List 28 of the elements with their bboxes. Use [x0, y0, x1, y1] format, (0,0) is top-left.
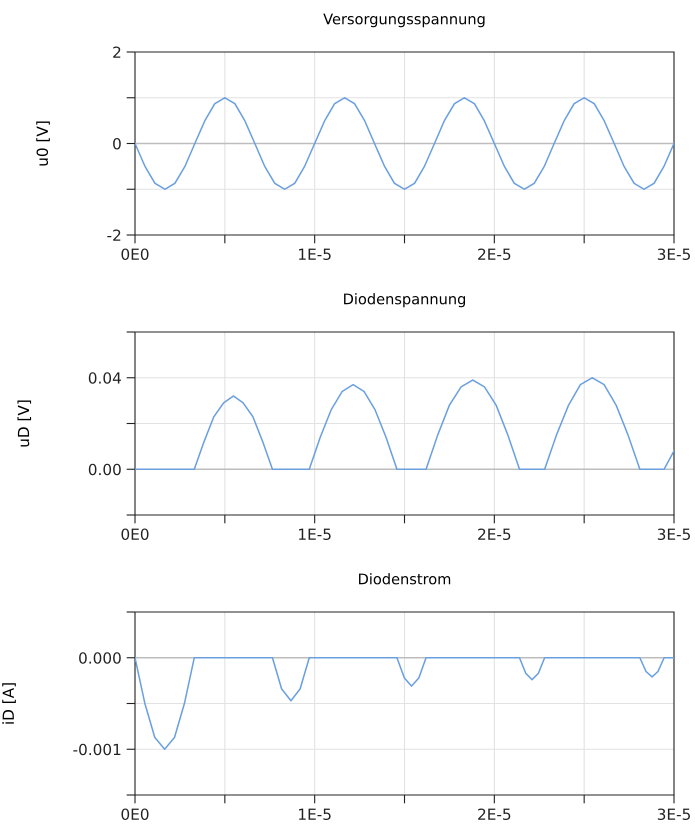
y-tick-label: 0 [113, 138, 121, 150]
chart-title: Diodenstrom [359, 573, 450, 584]
x-tick-label: 1E-5 [299, 808, 331, 820]
x-tick-label: 1E-5 [299, 248, 331, 260]
chart-title: Versorgungsspannung [323, 14, 485, 28]
x-tick-label: 0E0 [121, 248, 149, 260]
y-tick-label: 0.04 [88, 372, 121, 384]
line-series [135, 656, 674, 750]
y-axis-title: uD [V] [17, 400, 32, 447]
x-tick-label: 0E0 [121, 528, 149, 540]
y-tick-label: 0.000 [79, 652, 121, 664]
x-tick-label: 0E0 [121, 808, 149, 820]
line-series [135, 376, 674, 470]
y-tick-label: -0.001 [73, 744, 120, 756]
x-tick-label: 2E-5 [478, 528, 510, 540]
x-tick-label: 3E-5 [658, 808, 690, 820]
y-axis-title: iD [A] [2, 683, 16, 724]
y-tick-label: -2 [107, 229, 120, 241]
x-tick-label: 2E-5 [478, 248, 510, 260]
y-axis-title: u0 [V] [36, 121, 50, 166]
y-tick-label: 0.00 [88, 464, 121, 476]
x-tick-label: 2E-5 [478, 808, 510, 820]
x-tick-label: 3E-5 [658, 248, 690, 260]
y-tick-label: 2 [113, 46, 120, 58]
x-tick-label: 3E-5 [658, 528, 690, 540]
line-series [135, 96, 674, 190]
x-tick-label: 1E-5 [299, 528, 331, 540]
chart-title: Diodenspannung [344, 293, 466, 308]
